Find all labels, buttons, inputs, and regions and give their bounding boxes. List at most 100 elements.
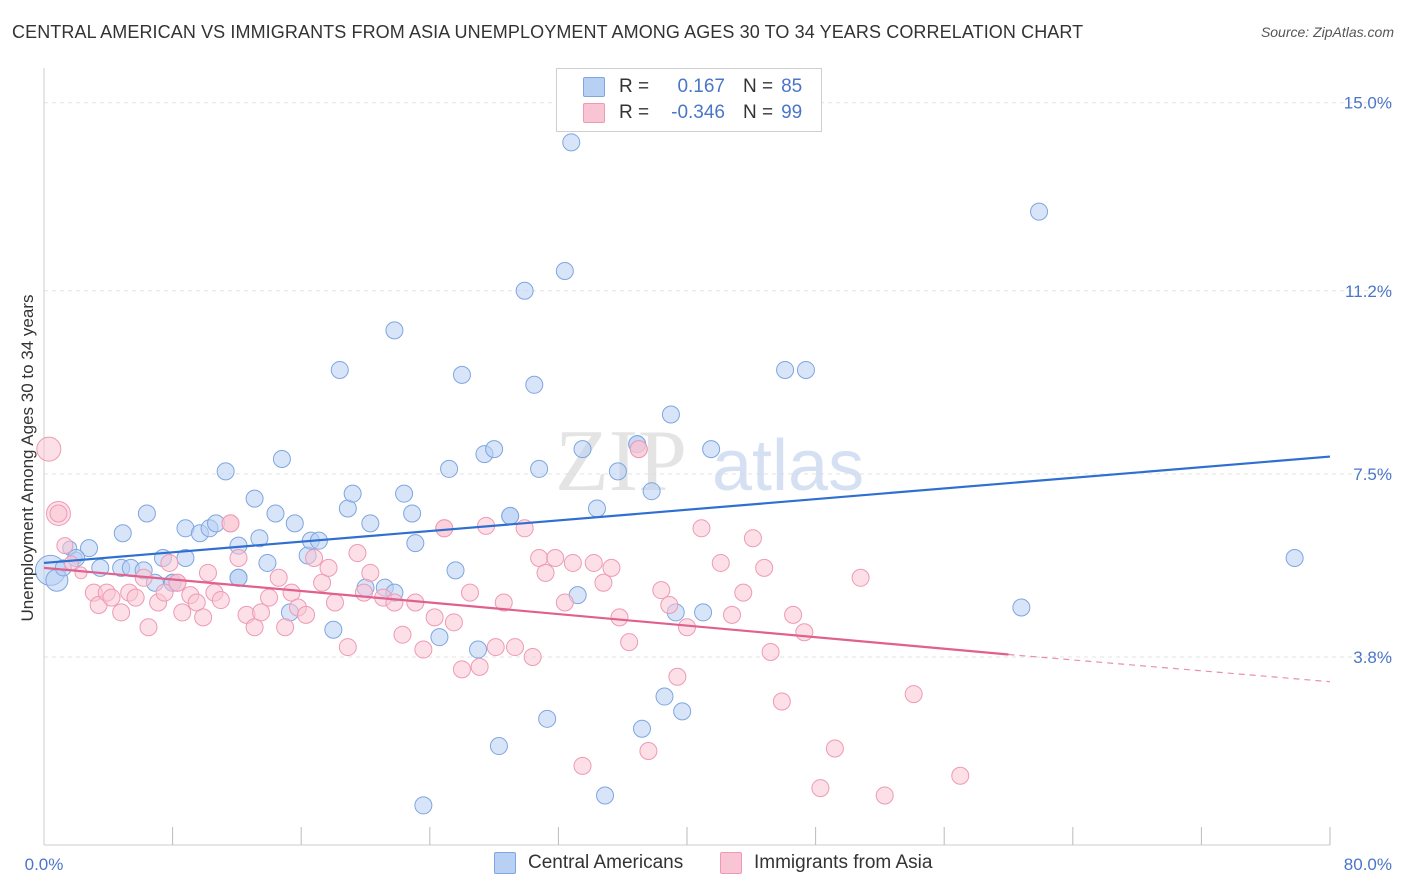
trend-line-central-americans <box>43 455 1331 565</box>
n-label: N = <box>743 76 774 97</box>
point-immigrants-asia <box>168 573 187 592</box>
point-central-americans <box>776 360 795 379</box>
point-immigrants-asia <box>536 563 555 582</box>
bottom-legend-label: Immigrants from Asia <box>754 852 933 873</box>
point-central-americans <box>661 405 680 424</box>
point-central-americans <box>80 539 99 558</box>
point-immigrants-asia <box>160 553 179 572</box>
point-immigrants-asia <box>245 618 264 637</box>
point-central-americans <box>596 786 615 805</box>
axes <box>43 68 1331 846</box>
point-immigrants-asia <box>313 573 332 592</box>
source-label: Source: ZipAtlas.com <box>1260 24 1394 40</box>
point-immigrants-asia <box>668 667 687 686</box>
x-tick-label-max: 80.0% <box>1344 855 1392 874</box>
point-immigrants-asia <box>639 741 658 760</box>
point-central-americans <box>485 440 504 459</box>
point-central-americans <box>1012 598 1031 617</box>
point-central-americans <box>406 534 425 553</box>
point-immigrants-asia <box>660 596 679 615</box>
bottom-legend-swatch-blue <box>494 852 516 874</box>
point-immigrants-asia <box>354 583 373 602</box>
point-central-americans <box>361 514 380 533</box>
point-central-americans <box>538 709 557 728</box>
point-immigrants-asia <box>546 548 565 567</box>
point-central-americans <box>113 524 132 543</box>
point-immigrants-asia <box>904 685 923 704</box>
y-axis-label: Unemployment Among Ages 30 to 34 years <box>18 294 37 622</box>
legend-row-central-americans: R = 0.167 N = 85 <box>583 74 802 100</box>
watermark-atlas: atlas <box>712 426 864 506</box>
point-immigrants-asia <box>772 692 791 711</box>
point-immigrants-asia <box>755 558 774 577</box>
point-central-americans <box>245 489 264 508</box>
point-immigrants-asia <box>692 519 711 538</box>
point-central-americans <box>272 450 291 469</box>
point-immigrants-asia <box>875 786 894 805</box>
point-immigrants-asia <box>711 553 730 572</box>
point-immigrants-asia <box>678 618 696 637</box>
point-immigrants-asia <box>784 605 803 624</box>
point-immigrants-asia <box>36 436 62 462</box>
n-value-immigrants-asia: 99 <box>781 102 803 123</box>
point-immigrants-asia <box>112 603 131 622</box>
point-central-americans <box>446 561 465 580</box>
legend-swatch-blue <box>583 77 605 97</box>
point-immigrants-asia <box>126 588 145 607</box>
point-central-americans <box>430 628 449 647</box>
point-immigrants-asia <box>594 573 613 592</box>
point-immigrants-asia <box>951 766 970 785</box>
point-immigrants-asia <box>851 568 870 587</box>
point-immigrants-asia <box>825 739 844 758</box>
legend-row-immigrants-asia: R = -0.346 N = 99 <box>583 100 802 126</box>
point-central-americans <box>414 796 433 815</box>
point-central-americans <box>555 261 574 280</box>
r-value-central-americans: 0.167 <box>677 76 725 97</box>
n-label: N = <box>743 102 774 123</box>
point-central-americans <box>469 640 488 659</box>
point-immigrants-asia <box>584 553 603 572</box>
point-immigrants-asia <box>425 608 444 627</box>
point-central-americans <box>608 462 627 481</box>
point-immigrants-asia <box>470 657 489 676</box>
point-immigrants-asia <box>319 558 338 577</box>
point-immigrants-asia <box>629 440 648 459</box>
point-immigrants-asia <box>269 568 288 587</box>
point-central-americans <box>489 737 508 756</box>
point-immigrants-asia <box>811 779 830 798</box>
point-immigrants-asia <box>305 548 324 567</box>
point-immigrants-asia <box>338 638 357 657</box>
watermark-zip: ZIP <box>555 413 687 510</box>
point-central-americans <box>796 360 815 379</box>
point-immigrants-asia <box>221 514 240 533</box>
point-central-americans <box>702 440 721 459</box>
grid-lines <box>44 102 1392 658</box>
point-immigrants-asia <box>444 613 463 632</box>
trend-line-immigrants-asia <box>43 566 1009 656</box>
point-immigrants-asia <box>260 588 279 607</box>
point-immigrants-asia <box>795 623 814 642</box>
point-immigrants-asia <box>49 504 68 523</box>
point-immigrants-asia <box>173 603 192 622</box>
point-immigrants-asia <box>620 633 639 652</box>
y-tick-label: 3.8% <box>1353 648 1392 667</box>
y-tick-label: 11.2% <box>1345 282 1392 301</box>
point-central-americans <box>525 375 544 394</box>
y-tick-label: 15.0% <box>1344 94 1392 113</box>
point-immigrants-asia <box>63 555 79 571</box>
point-immigrants-asia <box>563 553 582 572</box>
x-tick-label-min: 0.0% <box>25 855 64 874</box>
point-immigrants-asia <box>194 608 213 627</box>
point-central-americans <box>324 620 343 639</box>
y-tick-label: 7.5% <box>1353 465 1392 484</box>
stats-legend: R = 0.167 N = 85 R = -0.346 N = 99 <box>556 68 822 132</box>
r-label: R = <box>619 76 650 97</box>
r-value-immigrants-asia: -0.346 <box>671 102 725 123</box>
point-central-americans <box>258 553 277 572</box>
point-immigrants-asia <box>102 588 121 607</box>
point-immigrants-asia <box>505 638 524 657</box>
point-immigrants-asia <box>610 608 629 627</box>
point-central-americans <box>385 321 404 340</box>
bottom-legend-central-americans: Central Americans <box>494 852 683 874</box>
